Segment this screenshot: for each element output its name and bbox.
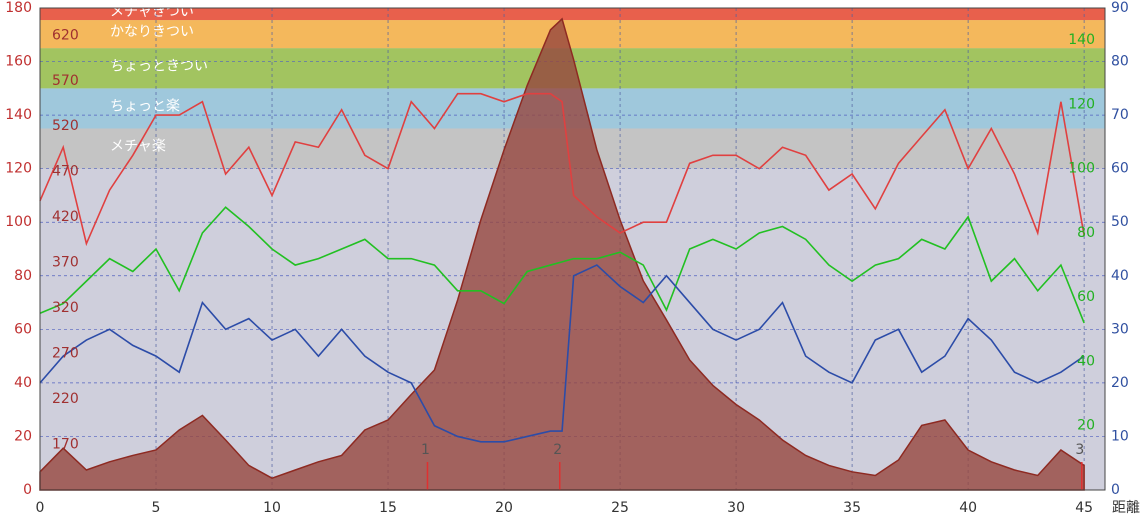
zone-label: かなりきつい bbox=[110, 24, 194, 40]
y-tick-label: 80 bbox=[14, 268, 32, 284]
cadence-tick-label: 20 bbox=[1077, 418, 1095, 434]
y2-tick-label: 50 bbox=[1111, 214, 1129, 230]
y2-tick-label: 0 bbox=[1111, 482, 1120, 498]
elevation-tick-label: 620 bbox=[52, 27, 79, 43]
elevation-area bbox=[39, 17, 1085, 491]
x-tick-label: 5 bbox=[152, 500, 161, 516]
zone-label: ちょっと楽 bbox=[110, 98, 180, 114]
lap-label: 2 bbox=[553, 442, 562, 458]
y2-tick-label: 90 bbox=[1111, 0, 1129, 16]
y-tick-label: 40 bbox=[14, 375, 32, 391]
y-tick-label: 20 bbox=[14, 428, 32, 444]
x-axis-label: 距離 bbox=[1112, 499, 1140, 516]
y2-tick-label: 10 bbox=[1111, 428, 1129, 444]
cadence-tick-label: 120 bbox=[1068, 96, 1095, 112]
elevation-tick-label: 320 bbox=[52, 300, 79, 316]
elevation-tick-label: 170 bbox=[52, 437, 79, 453]
y-tick-label: 0 bbox=[23, 482, 32, 498]
zone-band bbox=[40, 20, 1105, 49]
y2-tick-label: 60 bbox=[1111, 161, 1129, 177]
y-tick-label: 140 bbox=[5, 107, 32, 123]
elevation-tick-label: 370 bbox=[52, 255, 79, 271]
y2-tick-label: 80 bbox=[1111, 54, 1129, 70]
zone-label: メチャきつい bbox=[110, 4, 194, 20]
y2-tick-label: 40 bbox=[1111, 268, 1129, 284]
cadence-tick-label: 60 bbox=[1077, 289, 1095, 305]
elevation-tick-label: 520 bbox=[52, 118, 79, 134]
cadence-tick-label: 140 bbox=[1068, 32, 1095, 48]
cadence-tick-label: 100 bbox=[1068, 161, 1095, 177]
y-tick-label: 100 bbox=[5, 214, 32, 230]
x-tick-label: 20 bbox=[495, 500, 513, 516]
y-tick-label: 120 bbox=[5, 161, 32, 177]
x-tick-label: 10 bbox=[263, 500, 281, 516]
cadence-tick-label: 80 bbox=[1077, 225, 1095, 241]
elevation-tick-label: 220 bbox=[52, 391, 79, 407]
y2-tick-label: 70 bbox=[1111, 107, 1129, 123]
zone-label: ちょっときつい bbox=[110, 58, 208, 74]
series-line bbox=[39, 264, 1085, 443]
x-tick-label: 35 bbox=[843, 500, 861, 516]
x-tick-label: 45 bbox=[1075, 500, 1093, 516]
y-tick-label: 60 bbox=[14, 321, 32, 337]
plot-frame bbox=[39, 7, 1106, 491]
y2-tick-label: 20 bbox=[1111, 375, 1129, 391]
x-tick-label: 15 bbox=[379, 500, 397, 516]
cadence-tick-label: 40 bbox=[1077, 353, 1095, 369]
x-tick-label: 40 bbox=[959, 500, 977, 516]
lap-label: 3 bbox=[1075, 442, 1084, 458]
y-tick-label: 160 bbox=[5, 54, 32, 70]
zone-band bbox=[40, 8, 1105, 21]
series-line bbox=[39, 206, 1085, 324]
elevation-tick-label: 470 bbox=[52, 164, 79, 180]
x-tick-label: 25 bbox=[611, 500, 629, 516]
y2-tick-label: 30 bbox=[1111, 321, 1129, 337]
series-line bbox=[39, 92, 1085, 247]
elevation-tick-label: 420 bbox=[52, 209, 79, 225]
elevation-tick-label: 270 bbox=[52, 346, 79, 362]
lap-label: 1 bbox=[421, 442, 430, 458]
y-tick-label: 180 bbox=[5, 0, 32, 16]
x-tick-label: 0 bbox=[36, 500, 45, 516]
elevation-tick-label: 570 bbox=[52, 73, 79, 89]
x-tick-label: 30 bbox=[727, 500, 745, 516]
